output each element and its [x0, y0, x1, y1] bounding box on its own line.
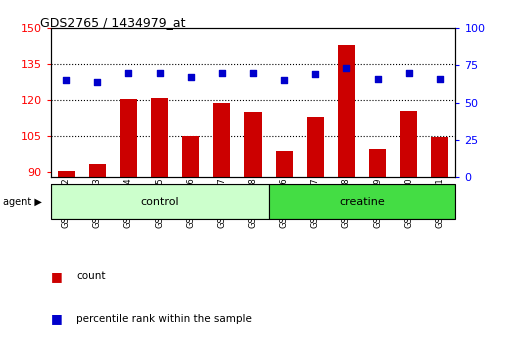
- Point: [62, 78, 70, 83]
- Point: [342, 65, 350, 71]
- Point: [373, 76, 381, 82]
- Bar: [120, 99, 137, 177]
- Bar: [306, 117, 323, 177]
- Text: GSM115536: GSM115536: [186, 177, 195, 228]
- Text: GSM115527: GSM115527: [310, 177, 319, 228]
- Text: GSM115534: GSM115534: [124, 177, 133, 228]
- Text: creatine: creatine: [338, 197, 384, 207]
- Text: count: count: [76, 271, 105, 281]
- Text: percentile rank within the sample: percentile rank within the sample: [76, 314, 251, 324]
- Point: [311, 72, 319, 77]
- FancyBboxPatch shape: [268, 184, 454, 219]
- Bar: [150, 98, 168, 177]
- FancyBboxPatch shape: [50, 184, 268, 219]
- Text: GDS2765 / 1434979_at: GDS2765 / 1434979_at: [40, 16, 186, 29]
- Point: [186, 75, 194, 80]
- Bar: [275, 150, 292, 177]
- Bar: [399, 111, 417, 177]
- Text: GSM115528: GSM115528: [341, 177, 350, 228]
- Text: GSM115532: GSM115532: [62, 177, 71, 228]
- Bar: [430, 137, 447, 177]
- Point: [280, 78, 288, 83]
- Bar: [244, 112, 261, 177]
- Text: GSM115531: GSM115531: [434, 177, 443, 228]
- Text: GSM115538: GSM115538: [248, 177, 257, 228]
- Text: GSM115529: GSM115529: [372, 177, 381, 228]
- Text: agent ▶: agent ▶: [3, 197, 41, 207]
- Text: GSM115530: GSM115530: [403, 177, 413, 228]
- Bar: [368, 149, 385, 177]
- Point: [435, 76, 443, 82]
- Text: GSM115526: GSM115526: [279, 177, 288, 228]
- Point: [404, 70, 412, 76]
- Bar: [182, 136, 199, 177]
- Text: ■: ■: [50, 312, 62, 325]
- Point: [248, 70, 257, 76]
- Text: GSM115535: GSM115535: [155, 177, 164, 228]
- Text: control: control: [140, 197, 179, 207]
- Text: GSM115533: GSM115533: [92, 177, 102, 228]
- Bar: [88, 164, 106, 177]
- Point: [155, 70, 163, 76]
- Text: ■: ■: [50, 270, 62, 282]
- Point: [124, 70, 132, 76]
- Bar: [337, 45, 355, 177]
- Bar: [58, 171, 75, 177]
- Point: [217, 70, 225, 76]
- Text: GSM115537: GSM115537: [217, 177, 226, 228]
- Point: [93, 79, 101, 85]
- Bar: [213, 103, 230, 177]
